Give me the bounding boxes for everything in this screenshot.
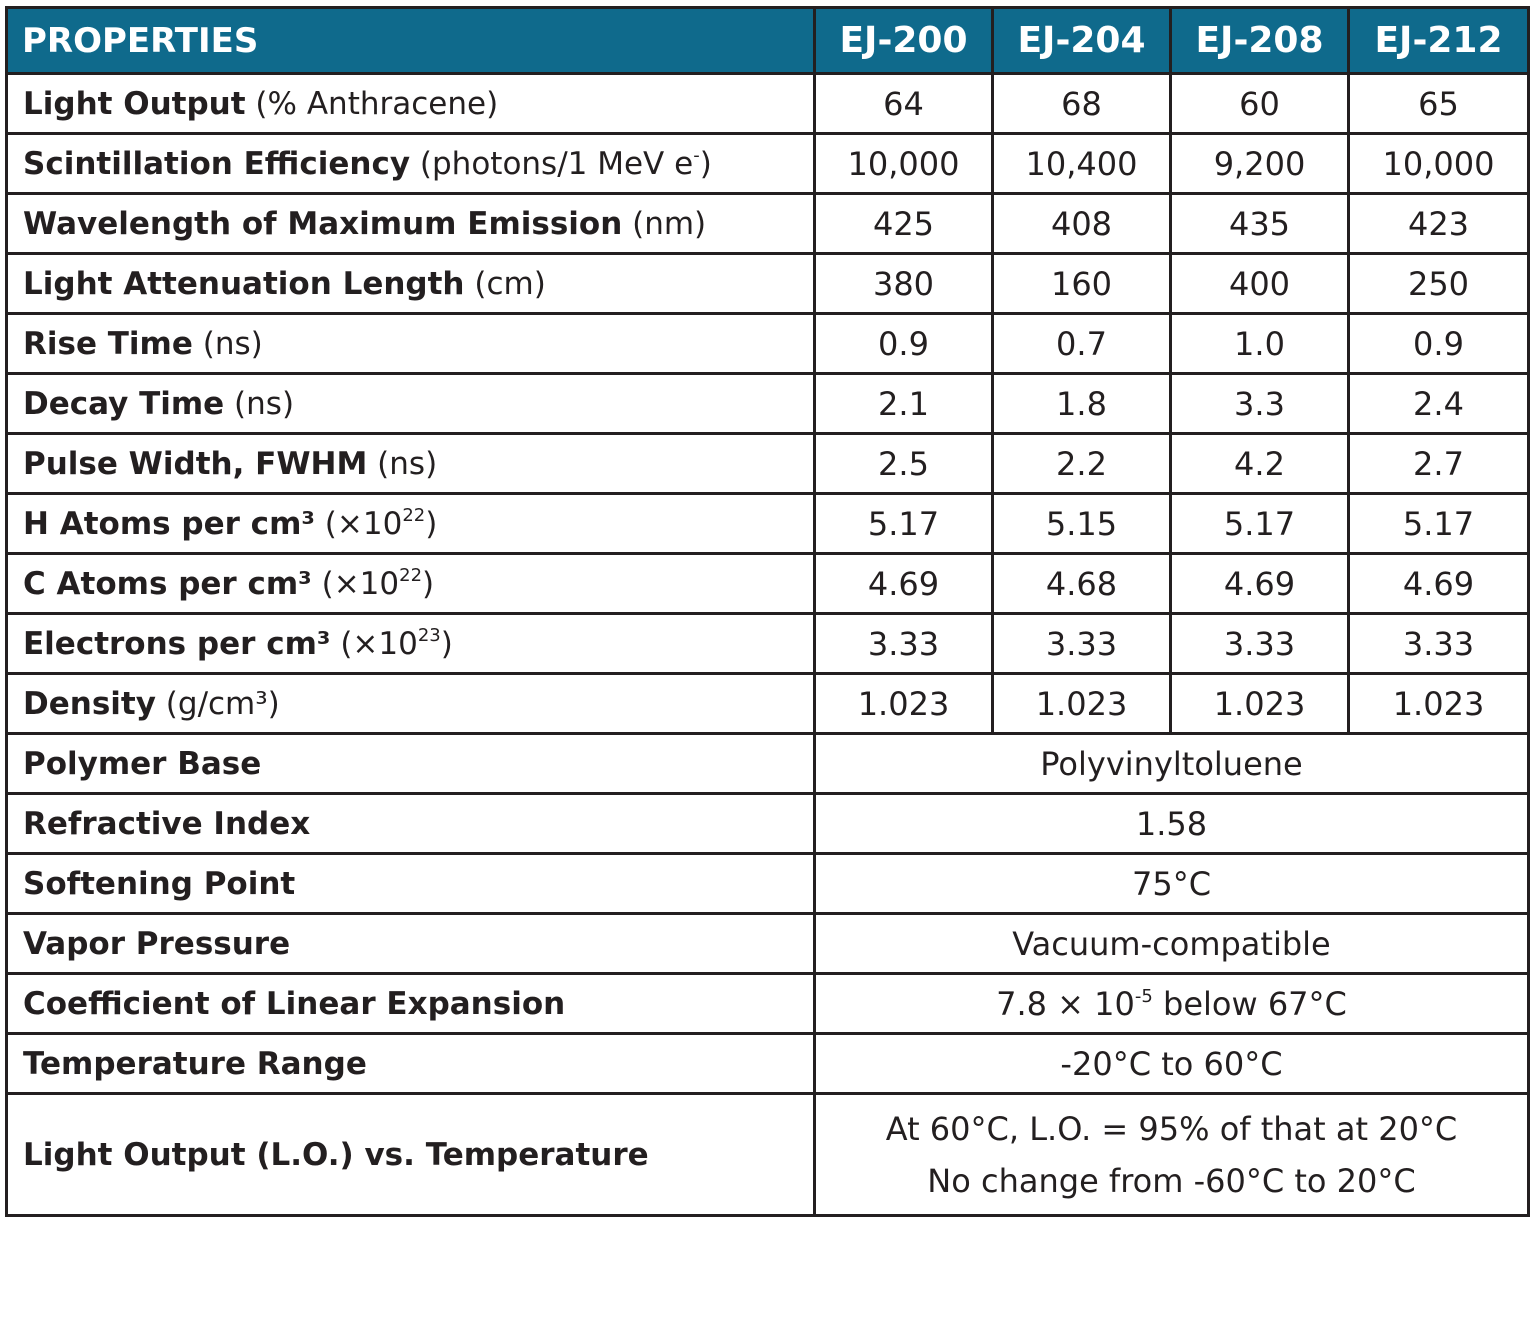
header-product: EJ-212 [1347, 6, 1530, 75]
cell-value: 4.68 [991, 552, 1172, 615]
cell-value: 1.023 [813, 672, 994, 735]
cell-value: 0.9 [813, 312, 994, 375]
properties-table: PROPERTIES EJ-200 EJ-204 EJ-208 EJ-212 L… [5, 6, 1530, 1217]
cell-value: 10,000 [1347, 132, 1530, 195]
header-product: EJ-200 [813, 6, 994, 75]
cell-value: 64 [813, 72, 994, 135]
row-label: Rise Time (ns) [5, 312, 816, 375]
table-row: Wavelength of Maximum Emission (nm) 425 … [5, 192, 1530, 255]
table-row: Density (g/cm³) 1.023 1.023 1.023 1.023 [5, 672, 1530, 735]
table-row: Rise Time (ns) 0.9 0.7 1.0 0.9 [5, 312, 1530, 375]
cell-value: 408 [991, 192, 1172, 255]
cell-value: 3.3 [1169, 372, 1350, 435]
cell-value: 68 [991, 72, 1172, 135]
cell-value: 0.7 [991, 312, 1172, 375]
cell-value: 9,200 [1169, 132, 1350, 195]
cell-value: 2.2 [991, 432, 1172, 495]
cell-value: 1.0 [1169, 312, 1350, 375]
value-line: No change from -60°C to 20°C [927, 1161, 1416, 1200]
cell-value: 0.9 [1347, 312, 1530, 375]
cell-value: 60 [1169, 72, 1350, 135]
cell-value: 250 [1347, 252, 1530, 315]
row-label: Scintillation Efficiency (photons/1 MeV … [5, 132, 816, 195]
shared-value: 7.8 × 10-5 below 67°C [813, 972, 1530, 1035]
row-label: Vapor Pressure [5, 912, 816, 975]
cell-value: 5.17 [1169, 492, 1350, 555]
table-row: H Atoms per cm³ (×1022) 5.17 5.15 5.17 5… [5, 492, 1530, 555]
row-label: H Atoms per cm³ (×1022) [5, 492, 816, 555]
shared-value: 75°C [813, 852, 1530, 915]
cell-value: 10,000 [813, 132, 994, 195]
cell-value: 4.69 [1347, 552, 1530, 615]
value-line: At 60°C, L.O. = 95% of that at 20°C [885, 1109, 1458, 1148]
cell-value: 10,400 [991, 132, 1172, 195]
row-label: Softening Point [5, 852, 816, 915]
cell-value: 400 [1169, 252, 1350, 315]
row-label: Decay Time (ns) [5, 372, 816, 435]
table-row: Polymer Base Polyvinyltoluene [5, 732, 1530, 795]
header-product: EJ-204 [991, 6, 1172, 75]
cell-value: 5.17 [1347, 492, 1530, 555]
cell-value: 4.2 [1169, 432, 1350, 495]
cell-value: 65 [1347, 72, 1530, 135]
cell-value: 423 [1347, 192, 1530, 255]
shared-value: Vacuum-compatible [813, 912, 1530, 975]
table-row: Coefficient of Linear Expansion 7.8 × 10… [5, 972, 1530, 1035]
cell-value: 2.4 [1347, 372, 1530, 435]
row-label: Light Output (% Anthracene) [5, 72, 816, 135]
cell-value: 1.023 [1347, 672, 1530, 735]
cell-value: 5.17 [813, 492, 994, 555]
table-row: Vapor Pressure Vacuum-compatible [5, 912, 1530, 975]
row-label: Light Output (L.O.) vs. Temperature [5, 1092, 816, 1217]
shared-value: -20°C to 60°C [813, 1032, 1530, 1095]
row-label: Pulse Width, FWHM (ns) [5, 432, 816, 495]
cell-value: 3.33 [991, 612, 1172, 675]
cell-value: 2.7 [1347, 432, 1530, 495]
table-row: C Atoms per cm³ (×1022) 4.69 4.68 4.69 4… [5, 552, 1530, 615]
shared-value: At 60°C, L.O. = 95% of that at 20°C No ch… [813, 1092, 1530, 1217]
cell-value: 2.5 [813, 432, 994, 495]
cell-value: 1.8 [991, 372, 1172, 435]
header-product: EJ-208 [1169, 6, 1350, 75]
shared-value: Polyvinyltoluene [813, 732, 1530, 795]
cell-value: 4.69 [1169, 552, 1350, 615]
table-row: Light Attenuation Length (cm) 380 160 40… [5, 252, 1530, 315]
row-label: Coefficient of Linear Expansion [5, 972, 816, 1035]
row-label: C Atoms per cm³ (×1022) [5, 552, 816, 615]
header-properties: PROPERTIES [5, 6, 816, 75]
cell-value: 2.1 [813, 372, 994, 435]
table-row: Pulse Width, FWHM (ns) 2.5 2.2 4.2 2.7 [5, 432, 1530, 495]
cell-value: 5.15 [991, 492, 1172, 555]
row-label: Refractive Index [5, 792, 816, 855]
cell-value: 425 [813, 192, 994, 255]
cell-value: 380 [813, 252, 994, 315]
cell-value: 435 [1169, 192, 1350, 255]
header-row: PROPERTIES EJ-200 EJ-204 EJ-208 EJ-212 [5, 6, 1530, 75]
table-row: Electrons per cm³ (×1023) 3.33 3.33 3.33… [5, 612, 1530, 675]
row-label: Density (g/cm³) [5, 672, 816, 735]
table-row: Decay Time (ns) 2.1 1.8 3.3 2.4 [5, 372, 1530, 435]
table-row: Light Output (% Anthracene) 64 68 60 65 [5, 72, 1530, 135]
row-label: Light Attenuation Length (cm) [5, 252, 816, 315]
table-row: Softening Point 75°C [5, 852, 1530, 915]
table-row: Scintillation Efficiency (photons/1 MeV … [5, 132, 1530, 195]
cell-value: 3.33 [1347, 612, 1530, 675]
cell-value: 1.023 [1169, 672, 1350, 735]
table-row: Temperature Range -20°C to 60°C [5, 1032, 1530, 1095]
row-label: Polymer Base [5, 732, 816, 795]
table-row: Refractive Index 1.58 [5, 792, 1530, 855]
row-label: Wavelength of Maximum Emission (nm) [5, 192, 816, 255]
cell-value: 4.69 [813, 552, 994, 615]
cell-value: 1.023 [991, 672, 1172, 735]
cell-value: 3.33 [813, 612, 994, 675]
cell-value: 3.33 [1169, 612, 1350, 675]
cell-value: 160 [991, 252, 1172, 315]
shared-value: 1.58 [813, 792, 1530, 855]
table-row: Light Output (L.O.) vs. Temperature At 6… [5, 1092, 1530, 1217]
row-label: Electrons per cm³ (×1023) [5, 612, 816, 675]
row-label: Temperature Range [5, 1032, 816, 1095]
